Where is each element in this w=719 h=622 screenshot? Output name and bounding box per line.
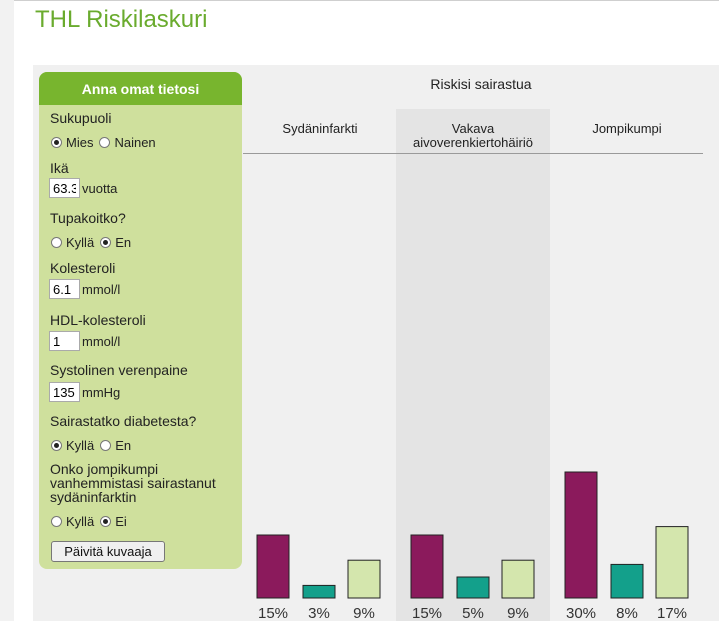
diabetes-radio-yes[interactable] [51,440,62,451]
bp-label: Systolinen verenpaine [50,362,188,378]
cholesterol-unit: mmol/l [82,281,121,297]
chart-title: Riskisi sairastua [430,76,532,92]
sex-option-male[interactable]: Mies [66,135,94,150]
parent-options: Kyllä Ei [51,514,127,529]
smoking-label: Tupakoitko? [50,210,126,226]
sex-option-female[interactable]: Nainen [114,135,156,150]
diabetes-option-yes[interactable]: Kyllä [66,438,95,453]
cholesterol-input[interactable] [49,279,80,299]
risk-chart: Riskisi sairastua Sydäninfarkti Vakava a… [243,65,719,622]
bar-label-1-teal: 3% [308,605,330,622]
diabetes-option-no[interactable]: En [115,438,132,453]
bar-3-light [655,526,689,599]
bar-label-2-teal: 5% [462,605,484,622]
cholesterol-field: mmol/l [49,279,120,299]
smoking-radio-yes[interactable] [51,237,62,248]
diabetes-options: Kyllä En [51,438,131,453]
bar-2-teal [456,576,490,599]
smoking-options: Kyllä En [51,235,131,250]
bar-3-teal [610,563,644,599]
sex-radio-female[interactable] [99,137,111,148]
parent-option-no[interactable]: Ei [115,514,127,529]
age-field: vuotta [49,178,117,198]
bar-1-coral [256,534,290,599]
cholesterol-label: Kolesteroli [50,260,116,276]
category-label-heart-attack: Sydäninfarkti [282,121,358,136]
bars-canvas [256,471,689,599]
bp-field: mmHg [49,382,120,402]
left-margin-strip [0,0,14,621]
parent-radio-no[interactable] [100,516,112,527]
parent-label: Onko jompikumpi vanhemmistasi sairastanu… [50,461,216,505]
sex-radio-male[interactable] [51,137,62,148]
parent-radio-yes[interactable] [51,516,62,527]
hdl-field: mmol/l [49,331,120,351]
smoking-option-yes[interactable]: Kyllä [66,235,95,250]
bar-2-light [501,559,535,599]
bar-label-1-light: 9% [353,605,375,622]
bp-unit: mmHg [82,384,121,400]
update-chart-button[interactable]: Päivitä kuvaaja [51,541,165,562]
bar-1-teal [302,584,336,599]
smoking-option-no[interactable]: En [115,235,132,250]
age-label: Ikä [50,160,69,176]
sex-label: Sukupuoli [50,110,112,126]
age-input[interactable] [49,178,80,198]
smoking-radio-no[interactable] [100,237,112,248]
bar-label-1-coral: 15% [257,605,289,622]
bar-label-3-light: 17% [656,605,688,622]
input-panel: Anna omat tietosi Sukupuoli Mies Nainen … [39,72,242,569]
category-label-stroke: Vakava aivoverenkiertohäiriö [413,121,533,150]
diabetes-radio-no[interactable] [100,440,112,451]
bar-label-3-coral: 30% [565,605,597,622]
bar-label-2-coral: 15% [411,605,443,622]
hdl-input[interactable] [49,331,80,351]
page-title: THL Riskilaskuri [35,6,208,33]
category-label-either: Jompikumpi [592,121,662,136]
bar-label-2-light: 9% [507,605,529,622]
age-unit: vuotta [82,180,118,196]
diabetes-label: Sairastatko diabetesta? [50,413,197,429]
bar-1-light [347,559,381,599]
bar-2-coral [410,534,444,599]
hdl-label: HDL-kolesteroli [50,312,146,328]
parent-option-yes[interactable]: Kyllä [66,514,95,529]
bp-input[interactable] [49,382,80,402]
hdl-unit: mmol/l [82,333,121,349]
top-rule [14,0,719,1]
bar-3-coral [564,471,598,599]
header-rule [243,153,703,154]
panel-header: Anna omat tietosi [39,72,242,105]
sex-options: Mies Nainen [51,135,156,150]
bar-label-3-teal: 8% [616,605,638,622]
